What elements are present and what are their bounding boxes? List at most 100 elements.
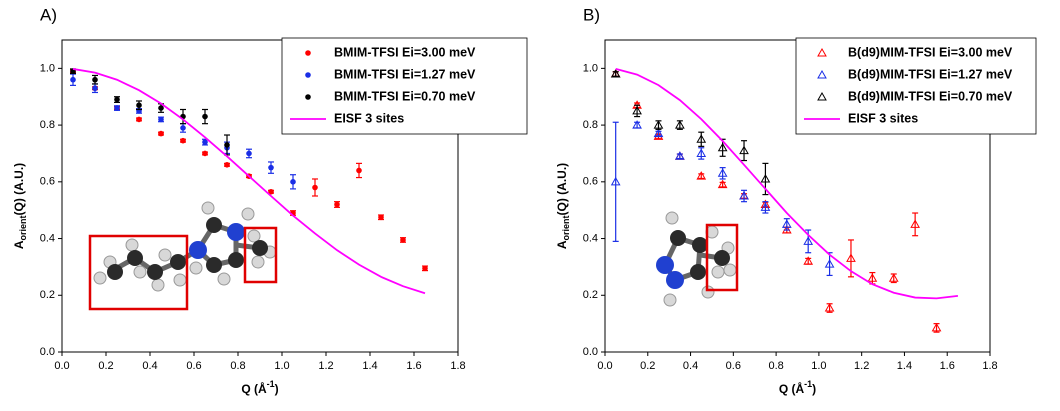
data-point xyxy=(158,130,164,137)
data-point xyxy=(202,139,208,145)
x-label-text: Q (Å xyxy=(779,381,805,396)
y-label-sub: orient xyxy=(561,215,571,240)
y-label-rest: (Q) (A.U.) xyxy=(555,163,569,216)
data-point xyxy=(910,219,921,228)
x-axis-label: Q (Å-1) xyxy=(779,379,816,396)
x-tick-label: 0.0 xyxy=(54,360,69,372)
data-point xyxy=(180,137,186,144)
x-tick-label: 1.4 xyxy=(897,360,912,372)
x-tick-label: 0.2 xyxy=(640,360,655,372)
legend-label: BMIM-TFSI Ei=1.27 meV xyxy=(334,67,476,81)
y-tick-label: 0.4 xyxy=(40,232,55,244)
x-tick-label: 0.6 xyxy=(186,360,201,372)
data-point xyxy=(610,176,621,186)
x-axis-label: Q (Å-1) xyxy=(241,379,278,396)
data-point xyxy=(846,253,856,262)
x-tick-label: 0.8 xyxy=(768,360,783,372)
data-point xyxy=(803,236,814,245)
y-axis-label: Aorient(Q) (A.U.) xyxy=(555,163,571,249)
x-tick-label: 1.0 xyxy=(274,360,289,372)
data-point xyxy=(931,322,942,332)
data-point xyxy=(92,76,98,83)
data-point xyxy=(781,219,792,228)
legend-swatch xyxy=(305,72,311,78)
data-point xyxy=(824,303,835,312)
data-point xyxy=(674,151,685,160)
x-tick-label: 0.6 xyxy=(726,360,741,372)
data-point xyxy=(224,142,230,148)
error-bar xyxy=(655,130,662,137)
y-tick-label: 0.6 xyxy=(40,176,55,188)
y-tick-label: 0.8 xyxy=(40,119,55,131)
data-point xyxy=(136,116,142,123)
data-point xyxy=(717,179,728,189)
data-point xyxy=(114,96,120,103)
y-tick-label: 0.2 xyxy=(583,289,598,301)
data-point xyxy=(739,145,749,155)
y-tick-label: 1.0 xyxy=(40,62,55,74)
y-axis-label: Aorient(Q) (A.U.) xyxy=(12,163,28,249)
x-tick-label: 1.6 xyxy=(940,360,955,372)
data-point xyxy=(180,125,186,131)
data-point xyxy=(717,142,728,152)
plot-frame xyxy=(61,39,459,353)
error-bar xyxy=(912,212,919,237)
x-tick-label: 1.8 xyxy=(982,360,997,372)
molecule-b xyxy=(656,211,739,307)
x-label-rest: ) xyxy=(275,382,279,396)
data-point xyxy=(803,256,814,265)
data-point xyxy=(674,120,685,129)
data-point xyxy=(246,150,252,157)
panel-label: B) xyxy=(583,5,600,24)
panel-label: A) xyxy=(40,5,57,24)
data-point xyxy=(70,76,76,83)
x-label-rest: ) xyxy=(812,382,816,396)
error-bar xyxy=(698,173,705,180)
error-bar xyxy=(719,181,726,188)
data-point xyxy=(888,273,899,282)
data-point xyxy=(760,202,771,211)
y-label-text: A xyxy=(555,240,569,249)
legend-label: BMIM-TFSI Ei=0.70 meV xyxy=(334,89,476,103)
legend-label: B(d9)MIM-TFSI Ei=0.70 meV xyxy=(848,89,1013,103)
data-point xyxy=(696,148,707,157)
eisf-curve xyxy=(615,68,959,300)
data-point xyxy=(632,105,642,115)
data-point xyxy=(422,265,428,272)
data-point xyxy=(202,150,208,157)
legend-swatch xyxy=(305,50,311,56)
data-point xyxy=(717,168,728,177)
legend-label: B(d9)MIM-TFSI Ei=1.27 meV xyxy=(848,67,1013,81)
data-point xyxy=(610,69,621,78)
legend-box xyxy=(281,37,528,135)
y-tick-label: 0.4 xyxy=(583,232,598,244)
data-point xyxy=(290,179,296,185)
data-point xyxy=(378,214,384,221)
x-label-sup: -1 xyxy=(267,379,275,389)
error-bar xyxy=(612,71,619,77)
error-bar xyxy=(612,121,619,242)
error-bar xyxy=(676,153,683,160)
legend-swatch xyxy=(817,69,827,79)
data-point xyxy=(268,188,274,195)
data-point xyxy=(653,128,664,138)
legend-box xyxy=(795,37,1037,135)
data-point xyxy=(696,134,707,143)
x-tick-label: 0.4 xyxy=(683,360,698,372)
data-point xyxy=(158,105,164,111)
data-point xyxy=(739,190,749,200)
y-tick-label: 0.2 xyxy=(40,289,55,301)
data-point xyxy=(334,201,340,208)
data-point xyxy=(867,273,878,282)
data-point xyxy=(224,162,230,168)
x-tick-label: 0.2 xyxy=(98,360,113,372)
y-label-sub: orient xyxy=(18,215,28,240)
x-tick-label: 1.2 xyxy=(318,360,333,372)
legend-label: BMIM-TFSI Ei=3.00 meV xyxy=(334,45,476,59)
data-point xyxy=(312,184,318,191)
data-point xyxy=(653,120,664,129)
eisf-curve xyxy=(72,68,426,295)
error-bar xyxy=(741,140,748,162)
legend-label: EISF 3 sites xyxy=(848,111,918,125)
